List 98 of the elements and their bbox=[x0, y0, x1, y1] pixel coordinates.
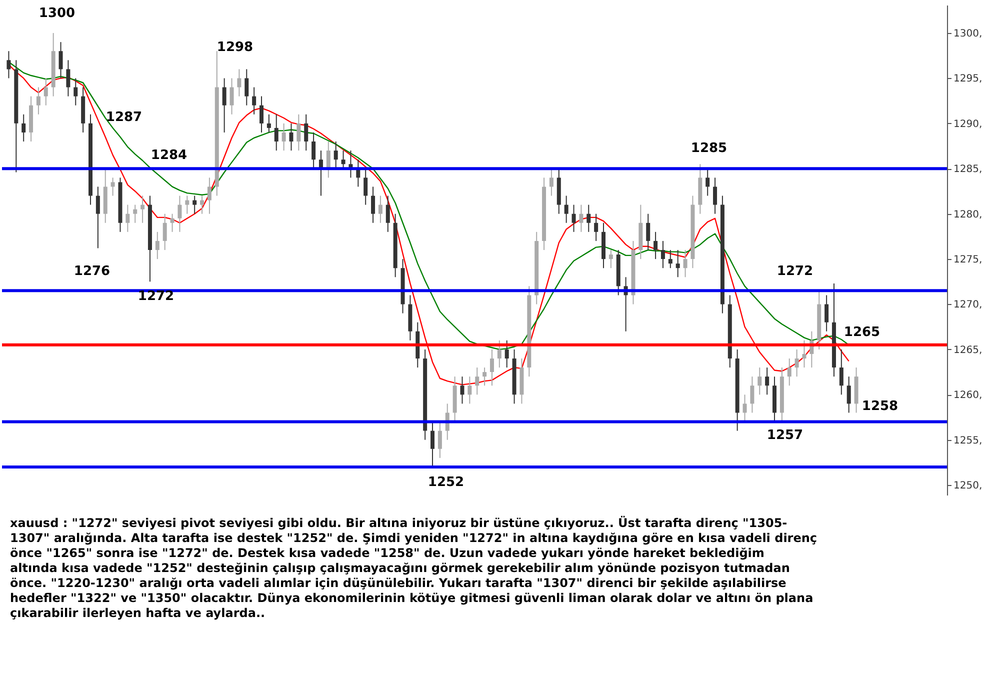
y-tick-label: 1255, bbox=[954, 435, 982, 446]
candlestick bbox=[378, 195, 382, 224]
candlestick bbox=[430, 421, 434, 468]
candlestick bbox=[192, 195, 197, 214]
candlestick bbox=[460, 376, 464, 404]
annotation: 1252 bbox=[428, 475, 464, 490]
candlestick bbox=[296, 114, 301, 152]
candlestick bbox=[586, 204, 591, 232]
candlestick bbox=[252, 86, 256, 115]
candlestick bbox=[44, 78, 48, 106]
candlestick bbox=[282, 122, 286, 152]
candlestick bbox=[58, 42, 63, 79]
candlestick bbox=[765, 367, 770, 396]
candlestick bbox=[66, 60, 70, 97]
candlestick bbox=[706, 168, 710, 196]
candlestick bbox=[839, 348, 844, 396]
candlestick bbox=[787, 358, 792, 386]
candlestick bbox=[312, 132, 316, 170]
candlestick bbox=[549, 168, 554, 196]
annotation: 1300 bbox=[38, 6, 76, 21]
candlestick bbox=[96, 186, 100, 249]
candlestick bbox=[155, 231, 160, 260]
annotation: 1265 bbox=[844, 325, 880, 340]
candlestick bbox=[742, 394, 747, 422]
candlestick bbox=[468, 376, 472, 404]
y-tick-label: 1300, bbox=[954, 28, 982, 40]
candlestick bbox=[274, 114, 278, 152]
candlestick bbox=[794, 348, 799, 378]
candlestick bbox=[244, 68, 249, 106]
annotation: 1284 bbox=[150, 148, 188, 163]
candlestick bbox=[594, 213, 598, 242]
candlestick bbox=[74, 78, 78, 106]
candlestick bbox=[579, 204, 584, 232]
candlestick bbox=[660, 240, 665, 269]
y-tick-label: 1290, bbox=[954, 118, 982, 130]
candlestick bbox=[668, 250, 672, 269]
candlestick bbox=[36, 86, 40, 115]
annotation: 1287 bbox=[106, 110, 142, 125]
annotation: 1285 bbox=[690, 141, 728, 156]
candlestick bbox=[364, 168, 368, 206]
candlestick bbox=[230, 78, 234, 115]
candlestick bbox=[572, 204, 576, 232]
candlestick bbox=[162, 213, 167, 250]
text: 1258 bbox=[862, 399, 898, 414]
annotation: 1276 bbox=[74, 264, 110, 279]
y-tick-label: 1250, bbox=[954, 480, 982, 492]
candlestick bbox=[6, 50, 11, 79]
y-tick-label: 1280, bbox=[954, 209, 982, 220]
candlestick bbox=[438, 421, 442, 458]
candlestick bbox=[22, 114, 26, 142]
y-tick-label: 1275, bbox=[954, 254, 982, 266]
annotation: 1272 bbox=[138, 289, 174, 304]
candlestick bbox=[646, 213, 650, 250]
candlestick bbox=[490, 348, 494, 386]
text: xauusd : "1272" seviyesi pivot seviyesi gibi oldu. Bir altına iniyoruz bir üstüne çıkıyoruz.. Üst tarafta direnç "1305- 1307" aralığında. Alta tarafta ise destek "1252" de. Şimdi yeniden "1272" in altına kaydığına göre en kısa vadeli direnç önce "1265" sonra ise "1272" de. Destek kısa vadede "1258" de. Uzun vadede yukarı yönde hareket beklediğim altında kısa vadede "1252" desteğinin çalışıp çalışmayacağını görmek gerekebilir alım yönünde pozisyon tutmadan önce. "1220-1230" aralığı orta vadeli alımlar için düşünülebilir. Yukarı tarafta "1307" direnci bir şekilde aşılabilirse hedefler "1322" ve "1350" olacaktır. Dünya ekonomilerinin kötüye gitmesi güvenli liman olarak dolar ve altını ön plana çıkarabilir ilerleyen hafta ve aylarda.. bbox=[10, 515, 818, 620]
candlestick bbox=[110, 177, 115, 196]
candlestick bbox=[846, 376, 851, 414]
candlestick bbox=[475, 367, 480, 396]
y-tick-label: 1270, bbox=[954, 300, 982, 311]
annotation: 1298 bbox=[216, 40, 254, 55]
candlestick bbox=[758, 367, 762, 396]
candlestick bbox=[564, 195, 568, 224]
candlestick bbox=[207, 177, 212, 214]
candlestick bbox=[504, 340, 509, 368]
candlestick bbox=[266, 114, 271, 133]
candlestick bbox=[750, 376, 754, 414]
candlestick bbox=[497, 340, 502, 368]
annotation: 1257 bbox=[766, 428, 804, 443]
annotation: 1272 bbox=[776, 264, 814, 279]
candlestick bbox=[222, 78, 226, 133]
candlestick bbox=[185, 195, 190, 214]
candlestick bbox=[802, 340, 806, 368]
y-tick-label: 1265, bbox=[954, 344, 982, 356]
candlestick bbox=[133, 204, 138, 224]
candlestick bbox=[126, 204, 130, 232]
candlestick bbox=[676, 250, 680, 278]
y-tick-label: 1260, bbox=[954, 390, 982, 402]
candlestick bbox=[824, 294, 829, 332]
candlestick bbox=[713, 177, 718, 214]
candlestick bbox=[482, 367, 487, 386]
candlestick bbox=[260, 96, 264, 133]
candlestick bbox=[334, 141, 338, 170]
candlestick bbox=[386, 195, 390, 232]
candlestick bbox=[200, 195, 204, 214]
y-tick-label: 1295, bbox=[954, 74, 982, 85]
candlestick bbox=[304, 114, 308, 152]
candlestick bbox=[654, 231, 658, 260]
candlestick bbox=[170, 213, 174, 232]
candlestick bbox=[371, 186, 376, 224]
candlestick bbox=[140, 195, 145, 224]
y-tick-label: 1285, bbox=[954, 164, 982, 176]
candlestick bbox=[341, 150, 346, 170]
candlestick bbox=[608, 250, 613, 269]
candlestick bbox=[326, 141, 330, 178]
candlestick bbox=[178, 195, 182, 232]
candlestick bbox=[289, 122, 294, 152]
candlestick bbox=[237, 68, 242, 97]
candlestick bbox=[683, 250, 688, 278]
